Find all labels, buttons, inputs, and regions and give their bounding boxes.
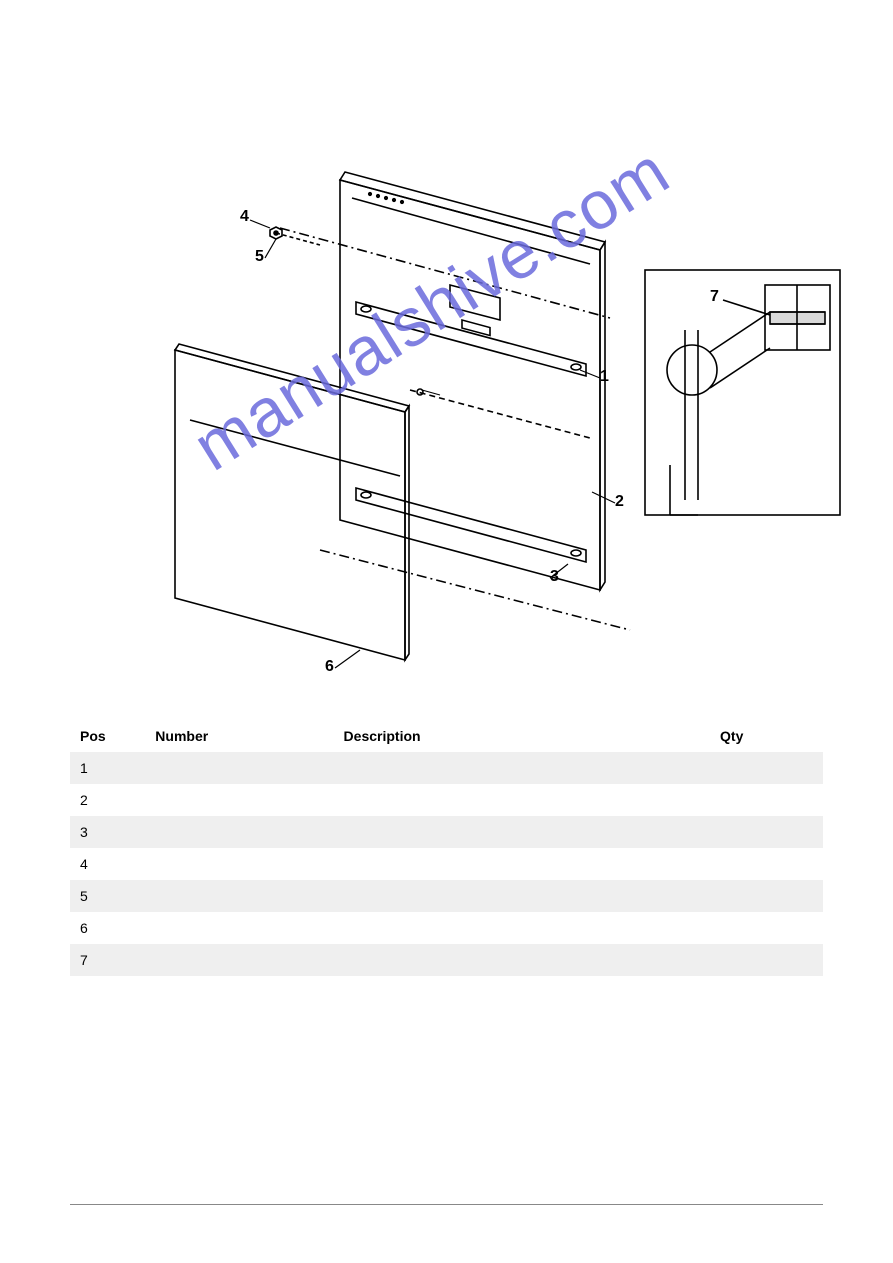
page-footer: [70, 1204, 823, 1213]
cell-qty: [710, 944, 823, 976]
cell-qty: [710, 784, 823, 816]
table-row: 5: [70, 880, 823, 912]
table-row: 7: [70, 944, 823, 976]
cell-pos: 5: [70, 880, 145, 912]
cell-qty: [710, 816, 823, 848]
callout-7: 7: [710, 288, 719, 306]
title-area: [70, 60, 823, 90]
cell-pos: 7: [70, 944, 145, 976]
cell-qty: [710, 752, 823, 784]
callout-6: 6: [325, 658, 334, 676]
parts-table-body: 1 2 3 4: [70, 752, 823, 976]
cell-qty: [710, 880, 823, 912]
cell-num: [145, 880, 333, 912]
cell-desc: [334, 752, 711, 784]
callout-1: 1: [600, 368, 609, 386]
cell-num: [145, 752, 333, 784]
diagram-svg: [70, 120, 850, 700]
cell-num: [145, 784, 333, 816]
page-root: 1 2 3 4 5 6 7 manualshive.com Pos Number…: [0, 0, 893, 1263]
cell-num: [145, 848, 333, 880]
col-description: Description: [334, 720, 711, 752]
table-row: 3: [70, 816, 823, 848]
cell-qty: [710, 912, 823, 944]
table-row: 4: [70, 848, 823, 880]
cell-desc: [334, 944, 711, 976]
col-number: Number: [145, 720, 333, 752]
cell-desc: [334, 848, 711, 880]
cell-num: [145, 912, 333, 944]
cell-pos: 4: [70, 848, 145, 880]
parts-table-header: Pos Number Description Qty: [70, 720, 823, 752]
table-row: 2: [70, 784, 823, 816]
cell-desc: [334, 880, 711, 912]
col-qty: Qty: [710, 720, 823, 752]
cell-pos: 1: [70, 752, 145, 784]
col-pos: Pos: [70, 720, 145, 752]
cell-desc: [334, 784, 711, 816]
table-row: 1: [70, 752, 823, 784]
cell-pos: 6: [70, 912, 145, 944]
cell-qty: [710, 848, 823, 880]
cell-pos: 3: [70, 816, 145, 848]
callout-5: 5: [255, 248, 264, 266]
parts-table: Pos Number Description Qty 1 2 3: [70, 720, 823, 976]
table-row: 6: [70, 912, 823, 944]
cell-desc: [334, 816, 711, 848]
exploded-diagram: 1 2 3 4 5 6 7 manualshive.com: [70, 120, 823, 700]
callout-2: 2: [615, 493, 624, 511]
cell-num: [145, 816, 333, 848]
cell-desc: [334, 912, 711, 944]
callout-3: 3: [550, 568, 559, 586]
cell-pos: 2: [70, 784, 145, 816]
cell-num: [145, 944, 333, 976]
callout-4: 4: [240, 208, 249, 226]
